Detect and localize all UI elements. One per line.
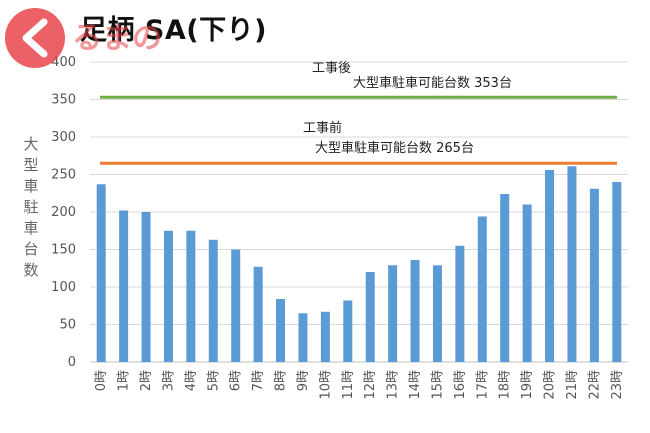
- reference-label-top: 工事前: [303, 120, 342, 136]
- reference-label-bottom: 大型車駐車可能台数 265台: [315, 141, 474, 156]
- y-tick-label: 350: [51, 93, 76, 108]
- x-tick-label: 3時: [161, 370, 176, 391]
- x-tick-label: 6時: [229, 370, 244, 391]
- y-tick-label: 400: [51, 55, 76, 70]
- y-tick-label: 200: [51, 205, 76, 220]
- x-tick-label: 17時: [475, 370, 490, 400]
- bar: [119, 210, 129, 362]
- y-tick-label: 50: [59, 318, 76, 333]
- reference-label-top: 工事後: [312, 61, 351, 76]
- bar: [477, 216, 487, 362]
- bar: [141, 212, 151, 362]
- x-tick-label: 16時: [453, 370, 468, 400]
- x-tick-label: 15時: [430, 370, 445, 400]
- svg-text:るまの: るまの: [72, 21, 162, 56]
- x-tick-label: 14時: [408, 370, 423, 400]
- reference-label-bottom: 大型車駐車可能台数 353台: [353, 76, 512, 91]
- x-tick-label: 21時: [565, 370, 580, 400]
- y-tick-label: 250: [51, 168, 76, 183]
- y-tick-label: 100: [51, 280, 76, 295]
- x-tick-label: 8時: [274, 370, 289, 391]
- y-tick-label: 300: [51, 130, 76, 145]
- x-tick-label: 0時: [94, 370, 109, 391]
- bar: [186, 230, 196, 362]
- bar: [365, 272, 375, 362]
- x-tick-label: 19時: [520, 370, 535, 400]
- bar: [432, 265, 442, 362]
- watermark-logo: るまの: [5, 8, 162, 68]
- x-tick-label: 5時: [206, 370, 221, 391]
- x-tick-label: 11時: [341, 370, 356, 400]
- bar: [343, 300, 353, 362]
- y-tick-label: 150: [51, 243, 76, 258]
- bar: [388, 265, 398, 362]
- x-tick-label: 20時: [543, 370, 558, 400]
- bar: [276, 299, 286, 362]
- x-tick-label: 9時: [296, 370, 311, 391]
- bar: [298, 313, 308, 362]
- x-tick-label: 22時: [587, 370, 602, 400]
- bar: [567, 166, 577, 362]
- x-tick-label: 2時: [139, 370, 154, 391]
- gridlines: [90, 61, 628, 363]
- bar: [163, 230, 173, 362]
- bar: [545, 170, 555, 362]
- chart-title: 足柄 SA(下り): [80, 15, 267, 46]
- bar: [96, 184, 106, 362]
- x-tick-label: 18時: [498, 370, 513, 400]
- x-tick-label: 12時: [363, 370, 378, 400]
- bar: [589, 188, 599, 362]
- bar: [522, 204, 532, 362]
- x-tick-label: 1時: [117, 370, 132, 391]
- y-axis-ticks: 0 50 100 150 200 250 300 350 400: [51, 55, 76, 370]
- bars: [96, 166, 622, 362]
- x-tick-label: 7時: [251, 370, 266, 391]
- x-tick-label: 13時: [386, 370, 401, 400]
- bar: [455, 245, 465, 362]
- bar: [410, 260, 420, 362]
- x-tick-label: 4時: [184, 370, 199, 391]
- y-axis-label: 大型車駐車台数: [23, 135, 39, 279]
- bar: [612, 182, 622, 362]
- bar: [500, 194, 510, 362]
- bar: [253, 266, 263, 362]
- x-axis-ticks: 0時 1時 2時 3時 4時 5時 6時 7時 8時 9時 10時 11時 12時 13時 14時 15時 16…: [94, 370, 625, 400]
- bar: [320, 311, 330, 362]
- x-tick-label: 10時: [318, 370, 333, 400]
- y-tick-label: 0: [68, 355, 76, 370]
- x-tick-label: 23時: [610, 370, 625, 400]
- bar: [231, 249, 241, 362]
- bar: [208, 239, 218, 362]
